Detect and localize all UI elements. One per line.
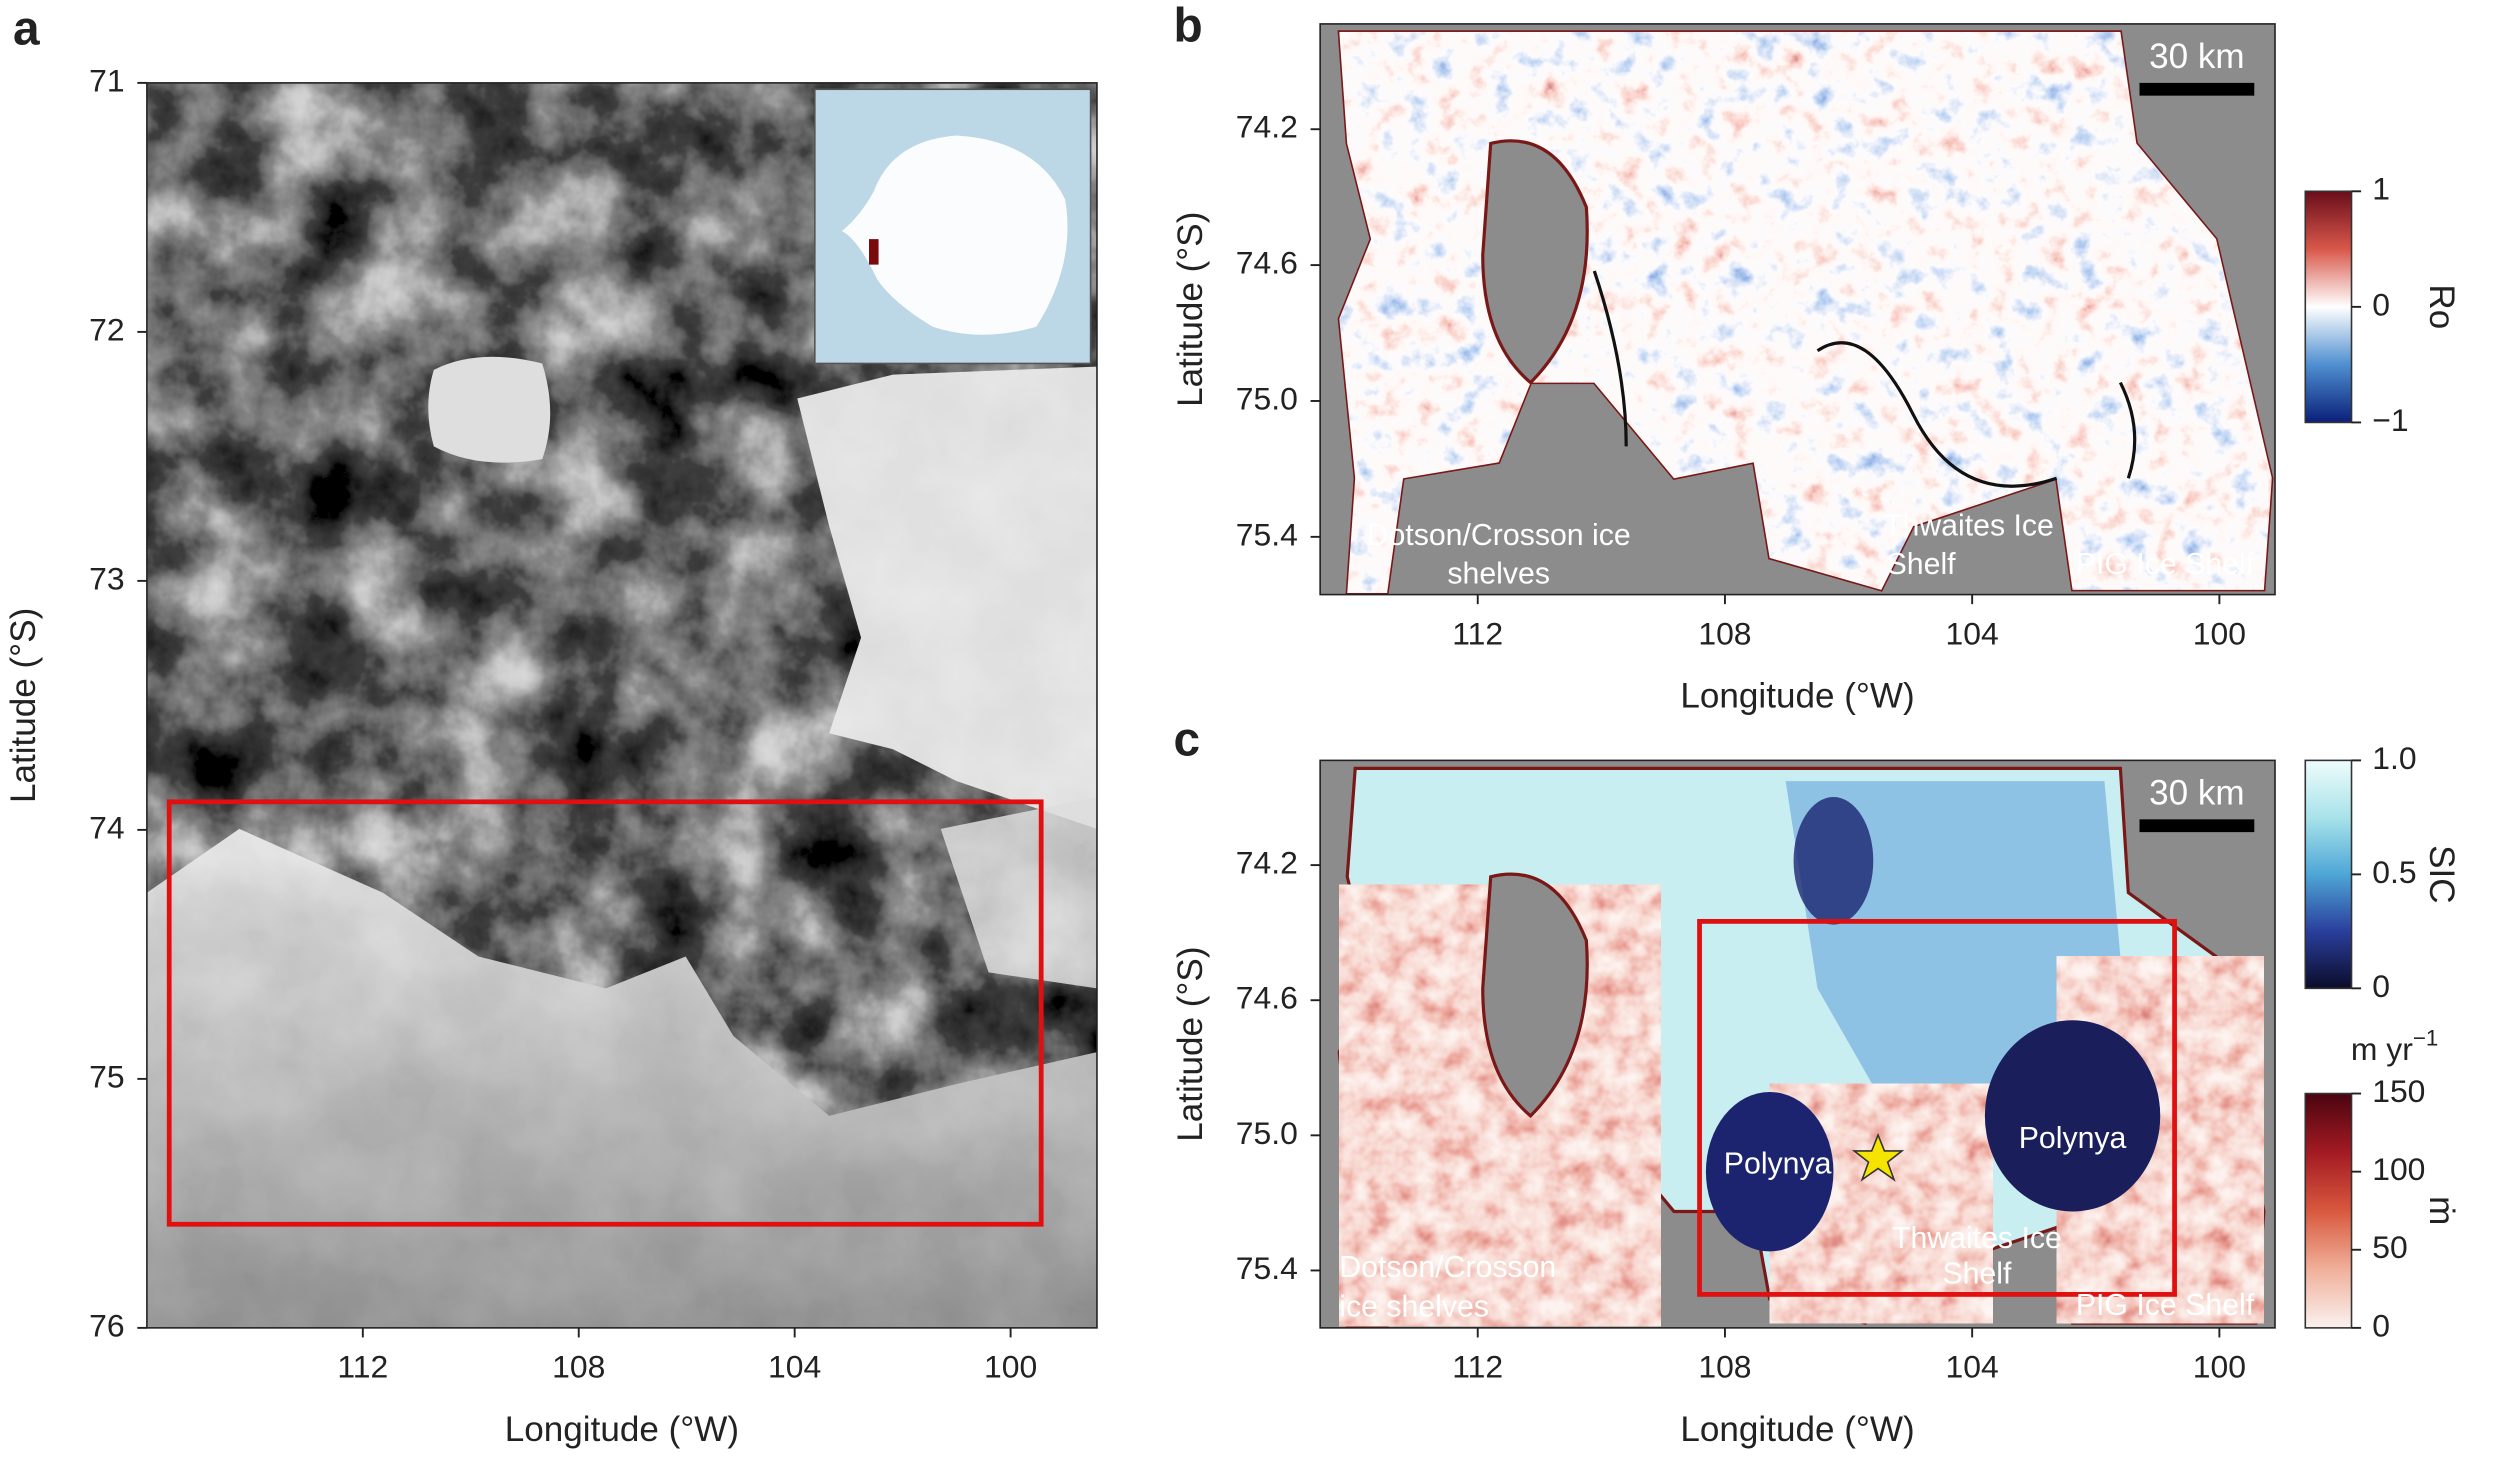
colorbar-tick-label: 150: [2372, 1073, 2425, 1109]
colorbar-tick-label: 50: [2372, 1229, 2407, 1265]
colorbar-tick-label: −1: [2372, 402, 2408, 438]
map-frame: [146, 82, 1098, 1329]
y-axis-label: Latitude (°S): [1171, 946, 1210, 1141]
y-axis-label: Latitude (°S): [1171, 212, 1210, 407]
y-tick-label: 75.4: [1236, 1250, 1298, 1286]
inset-map: [814, 88, 1092, 365]
map-annotation: ice shelves: [1339, 1291, 1489, 1324]
region-box: [166, 799, 1044, 1227]
map-annotation: Thwaites Ice: [1892, 1222, 2062, 1255]
y-axis-label: Latitude (°S): [4, 608, 43, 803]
y-tick-label: 75.4: [1236, 516, 1298, 552]
map-frame: [1319, 23, 2276, 596]
x-tick-label: 104: [768, 1349, 821, 1385]
map-annotation: Polynya: [1724, 1147, 1832, 1180]
y-tick-label: 74.2: [1236, 109, 1298, 145]
map-frame: [1319, 759, 2276, 1329]
site-star: [1851, 1132, 1905, 1182]
x-tick-label: 100: [2193, 1349, 2246, 1385]
y-tick-label: 74.6: [1236, 245, 1298, 281]
x-tick-label: 112: [1452, 615, 1503, 651]
panel-label: b: [1173, 0, 1202, 52]
colorbar-tick-label: 0: [2372, 1307, 2390, 1343]
scale-bar-label: 30 km: [2149, 37, 2244, 76]
x-axis-label: Longitude (°W): [505, 1410, 739, 1449]
y-tick-label: 71: [89, 62, 124, 98]
colorbar: [2304, 1092, 2353, 1329]
x-axis-label: Longitude (°W): [1680, 1410, 1914, 1449]
y-tick-label: 72: [89, 311, 124, 347]
colorbar-tick-label: 0: [2372, 968, 2390, 1004]
y-tick-label: 74.6: [1236, 980, 1298, 1016]
rossby-map: [1320, 23, 2276, 595]
panel-label: a: [13, 3, 40, 56]
colorbar-tick-label: 0.5: [2372, 854, 2416, 890]
colorbar-label: ṁ: [2422, 1196, 2461, 1225]
scale-bar: [2139, 82, 2255, 96]
scale-bar: [2139, 819, 2255, 833]
x-tick-label: 100: [984, 1349, 1037, 1385]
colorbar-tick-label: 0: [2372, 286, 2390, 322]
x-tick-label: 104: [1946, 615, 1999, 651]
colorbar: [2304, 190, 2353, 424]
x-tick-label: 108: [1698, 1349, 1751, 1385]
map-annotation: Shelf: [1887, 548, 1957, 581]
map-annotation: Dotson/Crosson: [1339, 1251, 1556, 1284]
x-tick-label: 108: [552, 1349, 605, 1385]
scale-bar-label: 30 km: [2149, 774, 2244, 813]
panel-label: c: [1173, 713, 1200, 766]
colorbar-label: Ro: [2422, 284, 2461, 329]
map-annotation: Dotson/Crosson ice: [1367, 519, 1631, 552]
map-annotation: Thwaites Ice: [1884, 510, 2054, 543]
y-tick-label: 73: [89, 560, 124, 596]
map-annotation: Polynya: [2019, 1122, 2127, 1155]
sic-melt-map: [1320, 760, 2276, 1328]
x-axis-label: Longitude (°W): [1680, 676, 1914, 715]
units-superscript: −1: [2413, 1025, 2438, 1050]
colorbar-label: SIC: [2422, 845, 2461, 903]
y-tick-label: 75.0: [1236, 380, 1298, 416]
colorbar: [2304, 759, 2353, 990]
x-tick-label: 104: [1946, 1349, 1999, 1385]
x-tick-label: 108: [1698, 615, 1751, 651]
y-tick-label: 75: [89, 1058, 124, 1094]
map-annotation: Shelf: [1942, 1257, 2012, 1290]
x-tick-label: 112: [337, 1349, 388, 1385]
y-tick-label: 74.2: [1236, 845, 1298, 881]
y-tick-label: 74: [89, 809, 124, 845]
units-text: m yr: [2351, 1032, 2413, 1068]
colorbar-tick-label: 1: [2372, 171, 2390, 207]
y-tick-label: 76: [89, 1307, 124, 1343]
x-tick-label: 100: [2193, 615, 2246, 651]
map-annotation: PIG Ice Shelf: [2076, 548, 2255, 581]
map-annotation: PIG Ice Shelf: [2076, 1289, 2255, 1322]
colorbar-units: m yr−1: [2351, 1025, 2438, 1067]
x-tick-label: 112: [1452, 1349, 1503, 1385]
y-tick-label: 75.0: [1236, 1115, 1298, 1151]
colorbar-tick-label: 1.0: [2372, 740, 2416, 776]
map-annotation: shelves: [1447, 557, 1550, 590]
region-box: [1697, 918, 2177, 1297]
colorbar-tick-label: 100: [2372, 1151, 2425, 1187]
